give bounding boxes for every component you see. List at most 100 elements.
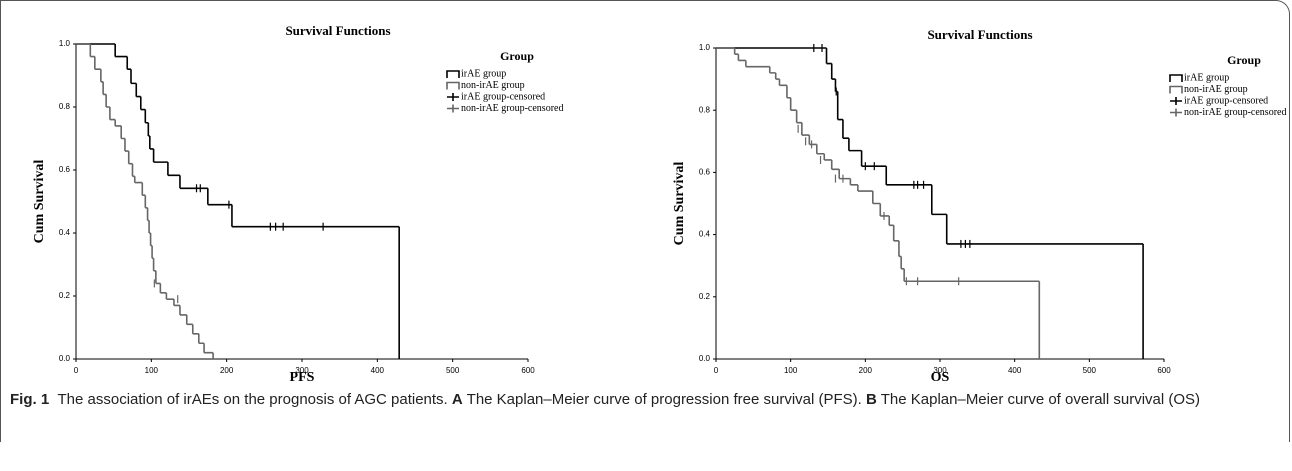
survival-step: [126, 56, 131, 70]
survival-step: [825, 48, 832, 65]
legend-symbol: [1170, 97, 1182, 105]
survival-step: [144, 109, 149, 124]
survival-step: [745, 60, 770, 68]
x-tick-label: 600: [1157, 366, 1171, 375]
survival-step: [148, 220, 151, 234]
survival-step: [100, 69, 104, 83]
legend-title: Group: [500, 49, 534, 63]
survival-step: [885, 166, 932, 186]
legend-symbol: [447, 93, 459, 101]
y-axis-label: Cum Survival: [672, 162, 687, 246]
survival-step: [888, 215, 894, 227]
survival-step: [179, 175, 208, 190]
survival-step: [197, 333, 205, 345]
survival-step: [733, 48, 739, 56]
y-tick-label: 0.4: [59, 228, 71, 237]
caption-letter: B: [866, 391, 877, 408]
y-tick-label: 0.0: [59, 354, 71, 363]
x-tick-label: 0: [74, 366, 79, 375]
survival-step: [801, 122, 810, 136]
legend-label: irAE group: [1184, 72, 1229, 83]
survival-step: [786, 85, 791, 99]
survival-step: [930, 184, 947, 216]
survival-step: [808, 135, 817, 146]
y-tick-label: 0.2: [699, 292, 711, 301]
survival-step: [836, 91, 843, 121]
survival-step: [872, 191, 881, 205]
survival-step: [146, 207, 150, 222]
survival-step: [903, 268, 1040, 283]
y-tick-label: 0.8: [699, 105, 711, 114]
x-tick-label: 500: [1083, 366, 1097, 375]
legend-label: irAE group: [461, 68, 506, 79]
x-tick-label: 400: [1008, 366, 1022, 375]
survival-step: [173, 299, 180, 307]
survival-step: [155, 270, 161, 285]
y-tick-label: 1.0: [59, 39, 71, 48]
survival-step: [179, 305, 187, 316]
survival-step: [900, 256, 905, 270]
survival-step: [139, 96, 146, 111]
survival-step: [151, 245, 154, 259]
caption: Fig. 1 The association of irAEs on the p…: [10, 388, 1275, 411]
legend-symbol: [1169, 85, 1183, 94]
x-tick-label: 300: [933, 366, 947, 375]
survival-step: [114, 44, 128, 58]
survival-step: [105, 94, 110, 108]
caption-letter: A: [451, 391, 463, 408]
survival-step: [768, 66, 776, 74]
survival-step: [167, 162, 180, 177]
y-tick-label: 0.8: [59, 102, 71, 111]
legend-symbol: [1169, 74, 1183, 82]
survival-step: [838, 169, 851, 180]
y-tick-label: 0.2: [59, 291, 71, 300]
survival-step: [789, 97, 797, 111]
survival-step: [135, 83, 141, 98]
survival-step: [102, 81, 107, 96]
survival-step: [185, 314, 193, 326]
survival-step: [203, 343, 214, 354]
x-tick-label: 400: [371, 366, 385, 375]
legend-label: irAE group-censored: [1184, 95, 1268, 106]
caption-text: The Kaplan–Meier curve of overall surviv…: [880, 391, 1201, 408]
survival-step: [149, 233, 153, 247]
survival-step: [120, 125, 125, 140]
legend-label: non-irAE group: [1184, 84, 1248, 95]
survival-step: [114, 119, 122, 127]
charts: 0 100 200 300 400 500 600 0.0 0.2 0.4 0.6 0.8 1.0 Sur…: [32, 23, 1286, 385]
survival-step: [795, 110, 802, 124]
survival-step: [94, 56, 101, 70]
survival-step: [231, 204, 400, 228]
caption-intro: The association of irAEs on the prognosi…: [57, 391, 448, 408]
x-axis-label: PFS: [290, 370, 315, 385]
y-tick-label: 0.0: [699, 354, 711, 363]
x-tick-label: 300: [295, 366, 309, 375]
legend-label: non-irAE group: [461, 80, 525, 91]
x-tick-label: 600: [521, 366, 535, 375]
survival-step: [147, 122, 150, 137]
legend-label: non-irAE group-censored: [461, 103, 563, 114]
survival-step: [124, 138, 129, 152]
survival-step: [131, 163, 135, 178]
survival-step: [109, 107, 116, 121]
survival-step: [130, 69, 137, 85]
legend-symbol: [446, 81, 460, 90]
legend-label: non-irAE group-censored: [1184, 107, 1286, 118]
survival-step: [149, 135, 154, 150]
survival-step: [857, 184, 873, 192]
caption-label: Fig. 1: [10, 391, 50, 408]
survival-step: [898, 240, 902, 258]
survival-step: [774, 72, 780, 80]
y-tick-label: 1.0: [699, 43, 711, 52]
survival-step: [945, 214, 1144, 245]
survival-step: [830, 159, 840, 171]
survival-step: [152, 258, 156, 272]
y-tick-label: 0.4: [699, 230, 711, 239]
survival-step: [152, 148, 168, 163]
survival-step: [849, 178, 858, 186]
survival-step: [879, 203, 890, 217]
y-tick-label: 0.6: [59, 165, 71, 174]
x-tick-label: 100: [145, 366, 159, 375]
survival-step: [816, 144, 825, 155]
